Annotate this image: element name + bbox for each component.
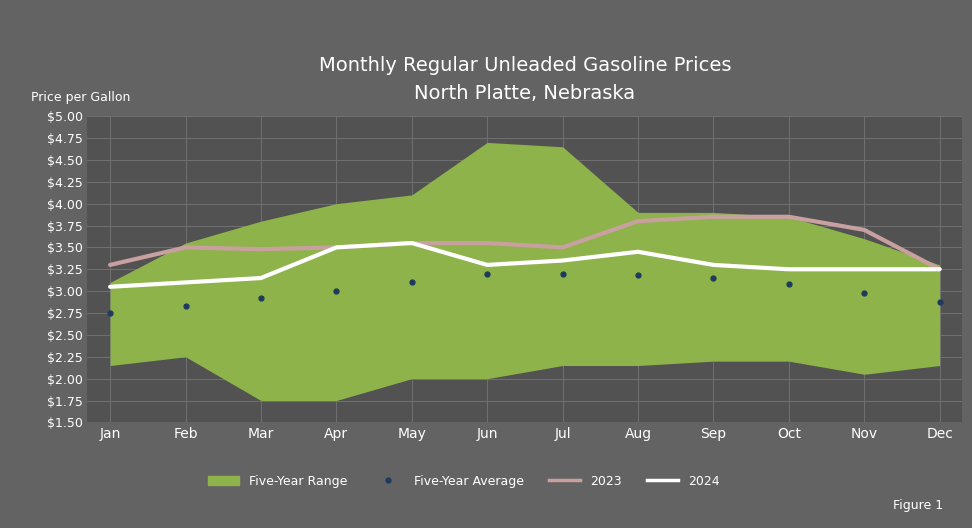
Text: Figure 1: Figure 1 (892, 499, 943, 512)
Title: Monthly Regular Unleaded Gasoline Prices
North Platte, Nebraska: Monthly Regular Unleaded Gasoline Prices… (319, 56, 731, 103)
Legend: Five-Year Range, Five-Year Average, 2023, 2024: Five-Year Range, Five-Year Average, 2023… (203, 470, 724, 493)
Text: Price per Gallon: Price per Gallon (30, 91, 130, 104)
